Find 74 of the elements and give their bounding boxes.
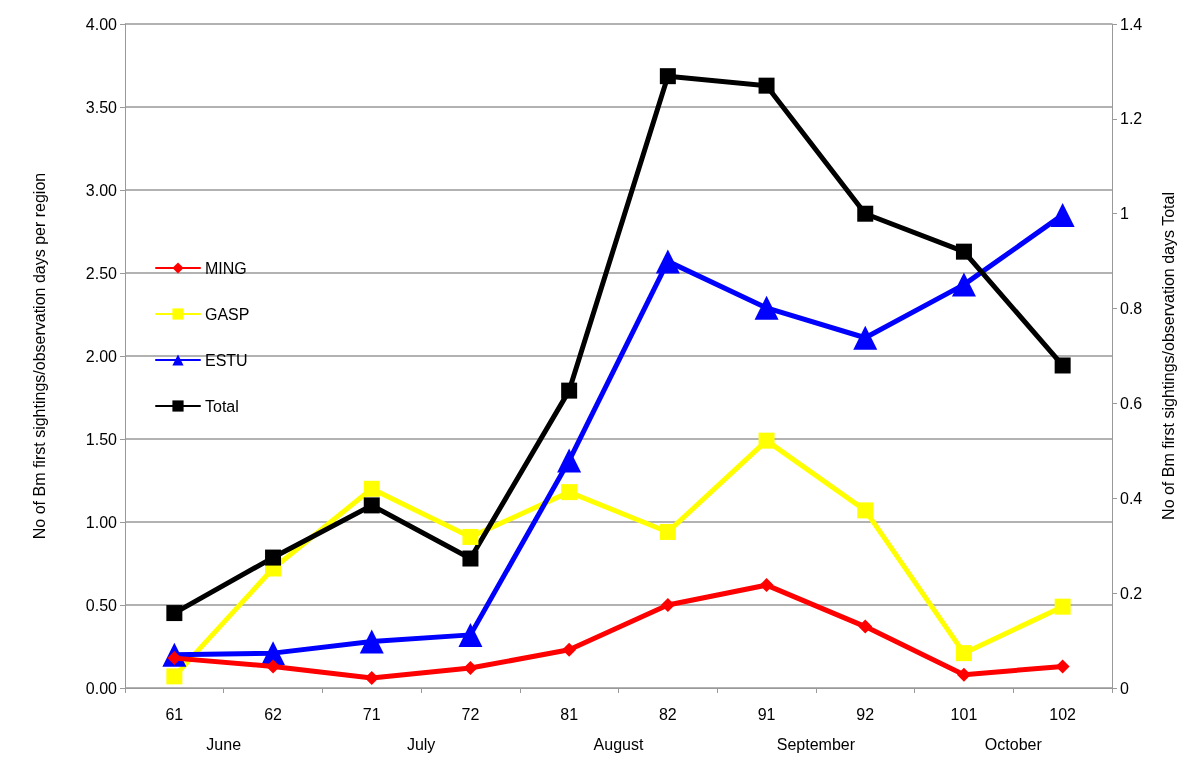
y2-tick-label: 1 <box>1120 205 1129 223</box>
point <box>853 325 878 350</box>
point <box>1054 357 1071 374</box>
point <box>754 295 779 320</box>
point <box>857 205 874 222</box>
point <box>659 68 676 85</box>
point <box>359 629 384 654</box>
point <box>955 645 972 662</box>
point <box>166 668 183 685</box>
y2-tick-label: 0.8 <box>1120 300 1143 318</box>
point <box>858 619 873 634</box>
point <box>1050 202 1075 227</box>
text: September <box>776 735 856 753</box>
y-tick-label: 4.00 <box>85 15 118 33</box>
point <box>562 642 577 657</box>
point <box>1055 659 1070 674</box>
point <box>956 667 971 682</box>
point <box>759 578 774 593</box>
y-tick-label: 3.00 <box>85 181 118 199</box>
x-tick-label: 71 <box>362 705 381 723</box>
text: July <box>406 735 436 753</box>
legend-label: Total <box>205 397 239 415</box>
y2-tick-label: 0.6 <box>1120 394 1143 412</box>
x-tick-label: 61 <box>165 705 184 723</box>
x-tick-label: 92 <box>856 705 875 723</box>
y-tick-label: 1.00 <box>85 513 118 531</box>
x-tick-label: 102 <box>1049 705 1077 723</box>
point <box>462 528 479 545</box>
point <box>857 502 874 519</box>
y-tick-label: 2.50 <box>85 264 118 282</box>
x-tick-label: 81 <box>560 705 579 723</box>
y-tick-label: 2.00 <box>85 347 118 365</box>
point <box>659 523 676 540</box>
point <box>951 272 976 297</box>
point <box>458 622 483 647</box>
y2-tick-label: 1.2 <box>1120 110 1143 128</box>
point <box>363 480 380 497</box>
point <box>265 549 282 566</box>
point <box>758 77 775 94</box>
legend-label: GASP <box>205 305 250 323</box>
x-tick-label: 91 <box>757 705 776 723</box>
point <box>364 671 379 686</box>
point <box>557 448 582 473</box>
y-tick-label: 0.50 <box>85 596 118 614</box>
point <box>462 550 479 567</box>
y-tick-label: 3.50 <box>85 98 118 116</box>
point <box>266 659 281 674</box>
x-tick-label: 72 <box>461 705 480 723</box>
point <box>758 432 775 449</box>
point <box>463 661 478 676</box>
y2-tick-label: 1.4 <box>1120 15 1143 33</box>
y2-axis-title: No of Bm first sightings/observation days Total <box>1159 192 1177 520</box>
y-tick-label: 0.00 <box>85 679 118 697</box>
x-tick-label: 82 <box>658 705 677 723</box>
text: June <box>206 735 242 753</box>
point <box>660 598 675 612</box>
y2-tick-label: 0.4 <box>1120 489 1143 507</box>
legend-label: MING <box>205 259 247 277</box>
text: August <box>593 735 644 753</box>
y2-tick-label: 0 <box>1120 679 1129 697</box>
point <box>363 497 380 514</box>
y2-tick-label: 0.2 <box>1120 584 1143 602</box>
legend-label: ESTU <box>205 351 248 369</box>
point <box>955 243 972 260</box>
point <box>166 605 183 622</box>
x-tick-label: 101 <box>950 705 978 723</box>
point <box>561 382 578 399</box>
y-tick-label: 1.50 <box>85 430 118 448</box>
x-tick-label: 62 <box>264 705 283 723</box>
point <box>1054 598 1071 615</box>
point <box>655 249 680 274</box>
text: October <box>984 735 1043 753</box>
point <box>561 484 578 501</box>
y-axis-title: No of Bm first sightings/observation days per region <box>30 172 48 540</box>
